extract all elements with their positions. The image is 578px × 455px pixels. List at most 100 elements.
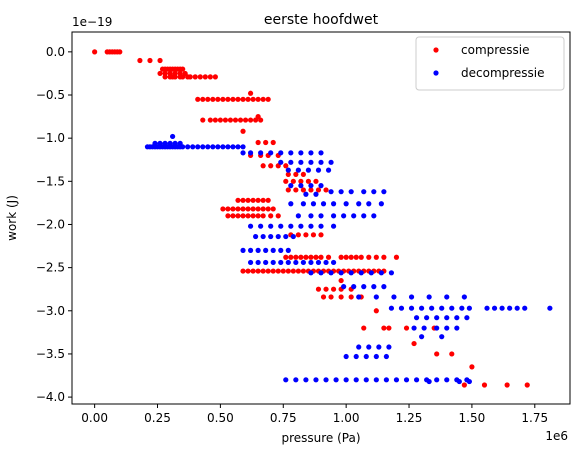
decompressie-point	[330, 201, 337, 207]
compressie-point	[192, 74, 198, 80]
decompressie-point	[278, 259, 284, 266]
compressie-point	[245, 96, 251, 102]
compressie-point	[323, 286, 329, 292]
legend-box	[415, 36, 565, 91]
decompressie-point	[408, 294, 415, 300]
decompressie-point	[343, 377, 349, 383]
compressie-point	[260, 268, 266, 274]
decompressie-point	[547, 305, 553, 311]
decompressie-point	[444, 377, 450, 383]
compressie-point	[461, 382, 467, 388]
decompressie-point	[157, 140, 163, 146]
decompressie-point	[408, 305, 415, 311]
decompressie-point	[348, 189, 354, 195]
decompressie-point	[303, 191, 309, 197]
compressie-point	[117, 49, 123, 55]
decompressie-point	[270, 259, 276, 266]
y-tick-label: 0.0	[46, 45, 65, 59]
decompressie-point	[288, 159, 294, 165]
compressie-point	[220, 96, 226, 102]
decompressie-point	[308, 213, 314, 219]
compressie-point	[283, 254, 289, 260]
compressie-point	[338, 277, 344, 284]
compressie-point	[247, 117, 254, 123]
decompressie-point	[466, 305, 472, 311]
compressie-point	[310, 232, 317, 238]
compressie-point	[265, 197, 271, 203]
compressie-point	[260, 213, 266, 219]
decompressie-point	[247, 150, 254, 156]
y-offset-label: 1e−19	[72, 15, 112, 29]
y-tick-label: −3.5	[36, 347, 65, 361]
compressie-point	[300, 268, 306, 274]
decompressie-point	[398, 305, 405, 311]
compressie-point	[283, 163, 289, 169]
decompressie-point	[318, 270, 324, 276]
compressie-point	[250, 268, 256, 274]
decompressie-point	[391, 294, 397, 300]
compressie-point	[353, 254, 359, 260]
compressie-point	[338, 254, 344, 260]
decompressie-point	[388, 305, 395, 311]
decompressie-point	[381, 189, 387, 195]
compressie-point	[325, 254, 332, 260]
compressie-point	[434, 351, 440, 357]
decompressie-point	[315, 167, 322, 173]
decompressie-point	[308, 259, 314, 266]
decompressie-point	[413, 377, 420, 383]
decompressie-point	[305, 167, 312, 173]
compressie-point	[318, 232, 324, 238]
decompressie-point	[288, 183, 294, 189]
chart-title: eerste hoofdwet	[264, 12, 379, 28]
compressie-point	[255, 197, 261, 203]
compressie-point	[215, 96, 221, 102]
decompressie-point	[341, 284, 347, 290]
decompressie-point	[328, 270, 334, 276]
decompressie-point	[295, 213, 301, 219]
compressie-point	[240, 268, 246, 274]
decompressie-point	[308, 150, 314, 156]
decompressie-point	[190, 144, 196, 150]
decompressie-point	[328, 189, 334, 195]
compressie-point	[180, 66, 186, 72]
decompressie-point	[298, 183, 304, 189]
compressie-point	[449, 351, 455, 357]
decompressie-point	[162, 140, 168, 146]
compressie-point	[318, 254, 324, 260]
compressie-point	[195, 96, 201, 102]
x-offset-label: 1e6	[545, 429, 568, 443]
decompressie-point	[278, 159, 284, 165]
decompressie-point	[439, 305, 445, 311]
compressie-point	[265, 206, 271, 212]
compressie-point	[230, 206, 236, 212]
compressie-point	[290, 268, 296, 274]
decompressie-point	[363, 377, 369, 383]
decompressie-point	[419, 305, 425, 311]
compressie-point	[240, 206, 246, 212]
compressie-point	[320, 294, 327, 300]
compressie-point	[207, 74, 213, 80]
decompressie-point	[464, 315, 470, 321]
decompressie-point	[290, 233, 296, 240]
decompressie-point	[341, 213, 347, 219]
y-axis: 0.0 −0.5 −1.0 −1.5 −2.0 −2.5 −3.0 −3.5 −4.0	[36, 45, 72, 404]
decompressie-point	[356, 201, 362, 207]
x-tick-label: 0.75	[270, 411, 297, 425]
decompressie-point	[366, 344, 372, 350]
x-tick-label: 0.25	[144, 411, 171, 425]
decompressie-point	[278, 150, 284, 156]
decompressie-point	[491, 305, 498, 311]
decompressie-point	[368, 270, 374, 276]
decompressie-point	[200, 144, 206, 150]
compressie-point	[303, 232, 309, 238]
decompressie-point	[356, 294, 362, 300]
compressie-point	[338, 294, 344, 300]
y-axis-label: work (J)	[5, 195, 19, 241]
decompressie-point	[255, 247, 261, 253]
compressie-point	[180, 74, 186, 80]
compressie-point	[240, 128, 246, 134]
compressie-point	[250, 96, 256, 102]
decompressie-point	[361, 284, 367, 290]
decompressie-point	[152, 140, 158, 146]
